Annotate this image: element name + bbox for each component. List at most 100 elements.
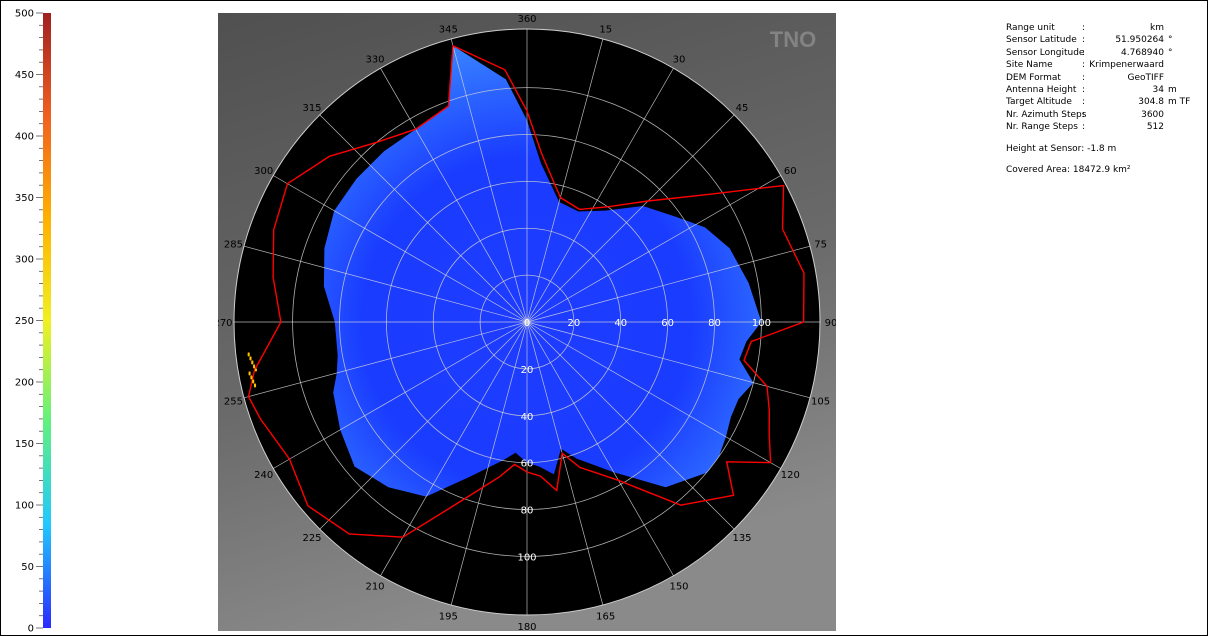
info-row: Sensor Longitude: 4.768940 ° (1006, 47, 1206, 59)
azimuth-spoke (450, 321, 528, 606)
azimuth-label: 135 (732, 533, 751, 544)
altitude-colorbar: 0 50 100 150 200 250 300 350 400 450 500 (15, 9, 51, 635)
info-colon: : (1082, 23, 1086, 33)
azimuth-label: 180 (517, 622, 536, 631)
azimuth-label: 255 (224, 397, 243, 408)
info-row: Target Altitude: 304.8 m TF (1006, 96, 1206, 108)
info-unit: m TF (1168, 97, 1191, 108)
radar-coverage-plot: TNO 360 15 30 45 60 75 90 105 120 135 150 165 180 195… (218, 13, 836, 631)
info-key: Sensor Longitude (1006, 47, 1085, 58)
azimuth-label: 60 (784, 166, 797, 177)
colorbar-tick-label: 350 (15, 193, 34, 204)
info-row: Range unit: km (1006, 22, 1206, 34)
target-dot (249, 358, 252, 361)
range-label-south: 20 (521, 365, 534, 376)
colorbar-tick-label: 0 (28, 624, 34, 635)
azimuth-label: 15 (599, 24, 612, 35)
target-dot (254, 369, 258, 372)
range-labels: 0 20 40 60 80 100 20 40 60 80 100 (517, 318, 770, 563)
info-row: Sensor Latitude: 51.950264 ° (1006, 34, 1206, 46)
info-key: Target Altitude (1006, 97, 1072, 108)
colorbar-ticks: 0 50 100 150 200 250 300 350 400 450 500 (15, 9, 43, 635)
azimuth-spoke (526, 38, 604, 323)
range-label-south: 40 (521, 412, 534, 423)
info-value: 3600 (1141, 109, 1164, 120)
colorbar-tick-label: 100 (15, 501, 34, 512)
range-label-east: 100 (752, 318, 771, 329)
info-row: DEM Format: GeoTIFF (1006, 72, 1206, 84)
colorbar-tick-label: 200 (15, 378, 34, 389)
azimuth-spoke (526, 245, 811, 323)
azimuth-spoke (450, 38, 528, 323)
info-colon: : (1082, 47, 1086, 58)
info-colon: : (1082, 60, 1086, 71)
info-value: km (1150, 23, 1164, 33)
azimuth-label: 330 (365, 55, 384, 66)
colorbar-gradient (43, 13, 51, 628)
azimuth-label: 195 (439, 612, 458, 623)
info-key: Antenna Height (1006, 84, 1077, 95)
info-row: Nr. Range Steps: 512 (1006, 121, 1206, 133)
azimuth-label: 300 (254, 166, 273, 177)
azimuth-spoke (526, 321, 811, 399)
azimuth-spoke (526, 68, 674, 323)
target-dot (253, 366, 256, 369)
sensor-info-panel: Range unit: km Sensor Latitude:51.950264 ° S… (1006, 22, 1206, 176)
info-value: 304.8 (1138, 97, 1164, 108)
colorbar-tick-label: 150 (15, 439, 34, 450)
azimuth-label: 75 (814, 239, 827, 250)
range-label-east: 40 (614, 318, 627, 329)
azimuth-spoke (526, 321, 604, 606)
range-label-east: 20 (568, 318, 581, 329)
info-colon: : (1082, 72, 1086, 83)
info-unit: ° (1168, 47, 1173, 58)
azimuth-label: 270 (218, 318, 233, 329)
info-unit: ° (1168, 35, 1173, 46)
info-row: Nr. Azimuth Steps: 3600 (1006, 109, 1206, 121)
azimuth-spoke (526, 321, 674, 576)
azimuth-label: 90 (825, 318, 836, 329)
azimuth-label: 105 (811, 397, 830, 408)
azimuth-label: 315 (302, 103, 321, 114)
target-dot (253, 385, 257, 388)
range-label-south: 60 (521, 459, 534, 470)
target-patch (247, 352, 258, 388)
colorbar-tick-label: 500 (15, 9, 34, 20)
azimuth-label: 150 (669, 581, 688, 592)
info-key: DEM Format (1006, 72, 1061, 83)
info-colon: : (1082, 122, 1086, 133)
info-value: 512 (1146, 122, 1164, 133)
info-key: Sensor Latitude (1006, 35, 1077, 46)
watermark: TNO (770, 27, 816, 52)
colorbar-tick-label: 400 (15, 132, 34, 143)
range-label-south: 80 (521, 506, 534, 517)
range-label-east: 0 (524, 318, 530, 329)
info-value: GeoTIFF (1127, 72, 1164, 83)
info-key: Site Name (1006, 60, 1053, 71)
colorbar-tick-label: 250 (15, 316, 34, 327)
azimuth-spoke (273, 321, 528, 469)
azimuth-spoke (319, 321, 528, 530)
covered-area: Covered Area: 18472.9 km² (1006, 164, 1131, 175)
azimuth-spoke (243, 321, 528, 399)
target-dot (247, 354, 250, 357)
target-dot (252, 381, 255, 384)
colorbar-tick-label: 300 (15, 255, 34, 266)
azimuth-label: 360 (517, 14, 536, 25)
azimuth-label: 30 (673, 55, 686, 66)
azimuth-spoke (380, 68, 528, 323)
azimuth-label: 165 (596, 612, 615, 623)
info-value: Krimpenerwaard (1089, 60, 1164, 71)
info-colon: : (1082, 84, 1086, 95)
azimuth-labels: 360 15 30 45 60 75 90 105 120 135 150 165 180 195 210 2… (218, 14, 836, 631)
azimuth-label: 45 (736, 103, 749, 114)
info-row: Antenna Height: 34 m (1006, 84, 1206, 96)
info-key: Nr. Range Steps (1006, 122, 1078, 133)
azimuth-spoke (526, 321, 781, 469)
target-dot (251, 362, 254, 365)
azimuth-spoke (380, 321, 528, 576)
azimuth-label: 210 (365, 581, 384, 592)
info-value: 34 (1152, 84, 1164, 95)
height-at-sensor: Height at Sensor: -1.8 m (1006, 143, 1117, 154)
colorbar-tick-label: 450 (15, 70, 34, 81)
